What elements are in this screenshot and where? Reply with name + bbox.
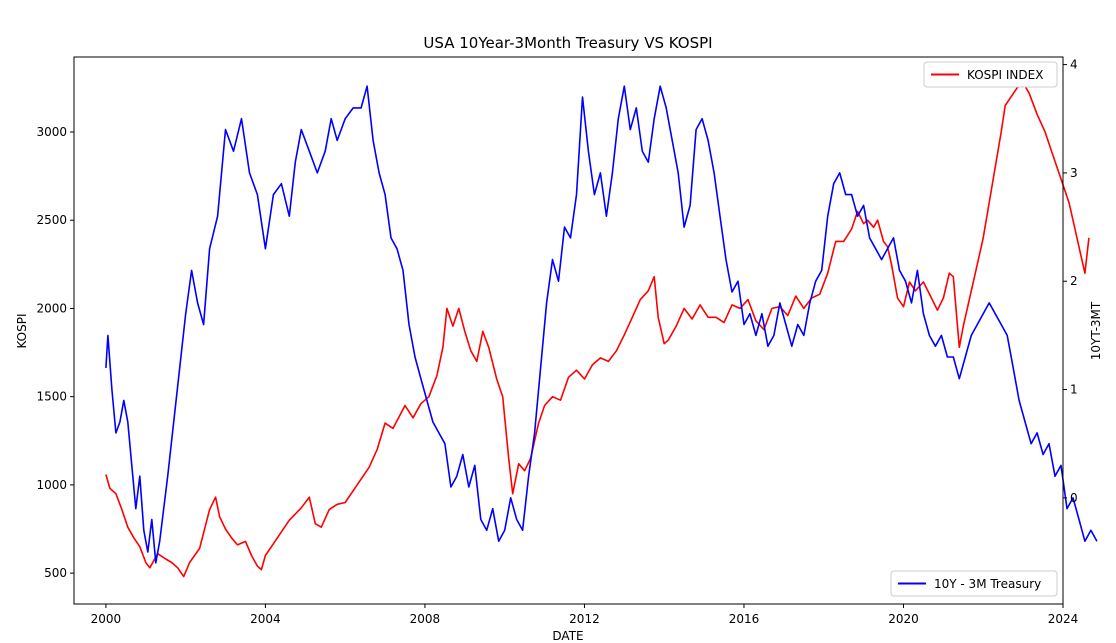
legend-treasury-label: 10Y - 3M Treasury bbox=[934, 577, 1041, 591]
plot-frame bbox=[73, 56, 1064, 605]
x-tick-label: 2024 bbox=[1048, 612, 1079, 626]
y-right-tick-label: 3 bbox=[1070, 166, 1078, 180]
y-axis-right-label: 10YT-3MT bbox=[1089, 301, 1103, 360]
legend-kospi-label: KOSPI INDEX bbox=[967, 68, 1043, 82]
legend-treasury-box bbox=[890, 570, 1058, 597]
series-layer bbox=[105, 81, 1098, 578]
y-axis-right: 0 1 2 3 4 bbox=[1063, 58, 1078, 505]
y-axis-left-label: KOSPI bbox=[15, 313, 29, 348]
y-right-tick-label: 2 bbox=[1070, 274, 1078, 288]
x-tick-label: 2004 bbox=[250, 612, 281, 626]
legend-treasury: 10Y - 3M Treasury bbox=[890, 570, 1058, 597]
x-tick-label: 2000 bbox=[91, 612, 122, 626]
y-left-tick-label: 2000 bbox=[36, 301, 67, 315]
x-axis-label: DATE bbox=[552, 629, 583, 643]
x-tick-label: 2012 bbox=[569, 612, 600, 626]
x-tick-label: 2008 bbox=[410, 612, 441, 626]
y-left-tick-label: 1000 bbox=[36, 478, 67, 492]
legend-kospi: KOSPI INDEX bbox=[923, 61, 1058, 88]
treasury-spread-line bbox=[105, 85, 1098, 564]
chart-title: USA 10Year-3Month Treasury VS KOSPI bbox=[423, 34, 712, 52]
x-axis: 2000 2004 2008 2012 2016 2020 2024 bbox=[91, 604, 1079, 626]
y-axis-left: 500 1000 1500 2000 2500 3000 bbox=[36, 125, 74, 580]
y-right-tick-label: 4 bbox=[1070, 58, 1078, 72]
y-right-tick-label: 1 bbox=[1070, 383, 1078, 397]
legend-kospi-box bbox=[923, 61, 1058, 88]
y-left-tick-label: 2500 bbox=[36, 213, 67, 227]
y-left-tick-label: 3000 bbox=[36, 125, 67, 139]
x-tick-label: 2020 bbox=[888, 612, 919, 626]
y-left-tick-label: 1500 bbox=[36, 390, 67, 404]
y-left-tick-label: 500 bbox=[44, 566, 67, 580]
kospi-index-line bbox=[105, 81, 1090, 578]
x-tick-label: 2016 bbox=[729, 612, 760, 626]
y-right-tick-label: 0 bbox=[1070, 491, 1078, 505]
